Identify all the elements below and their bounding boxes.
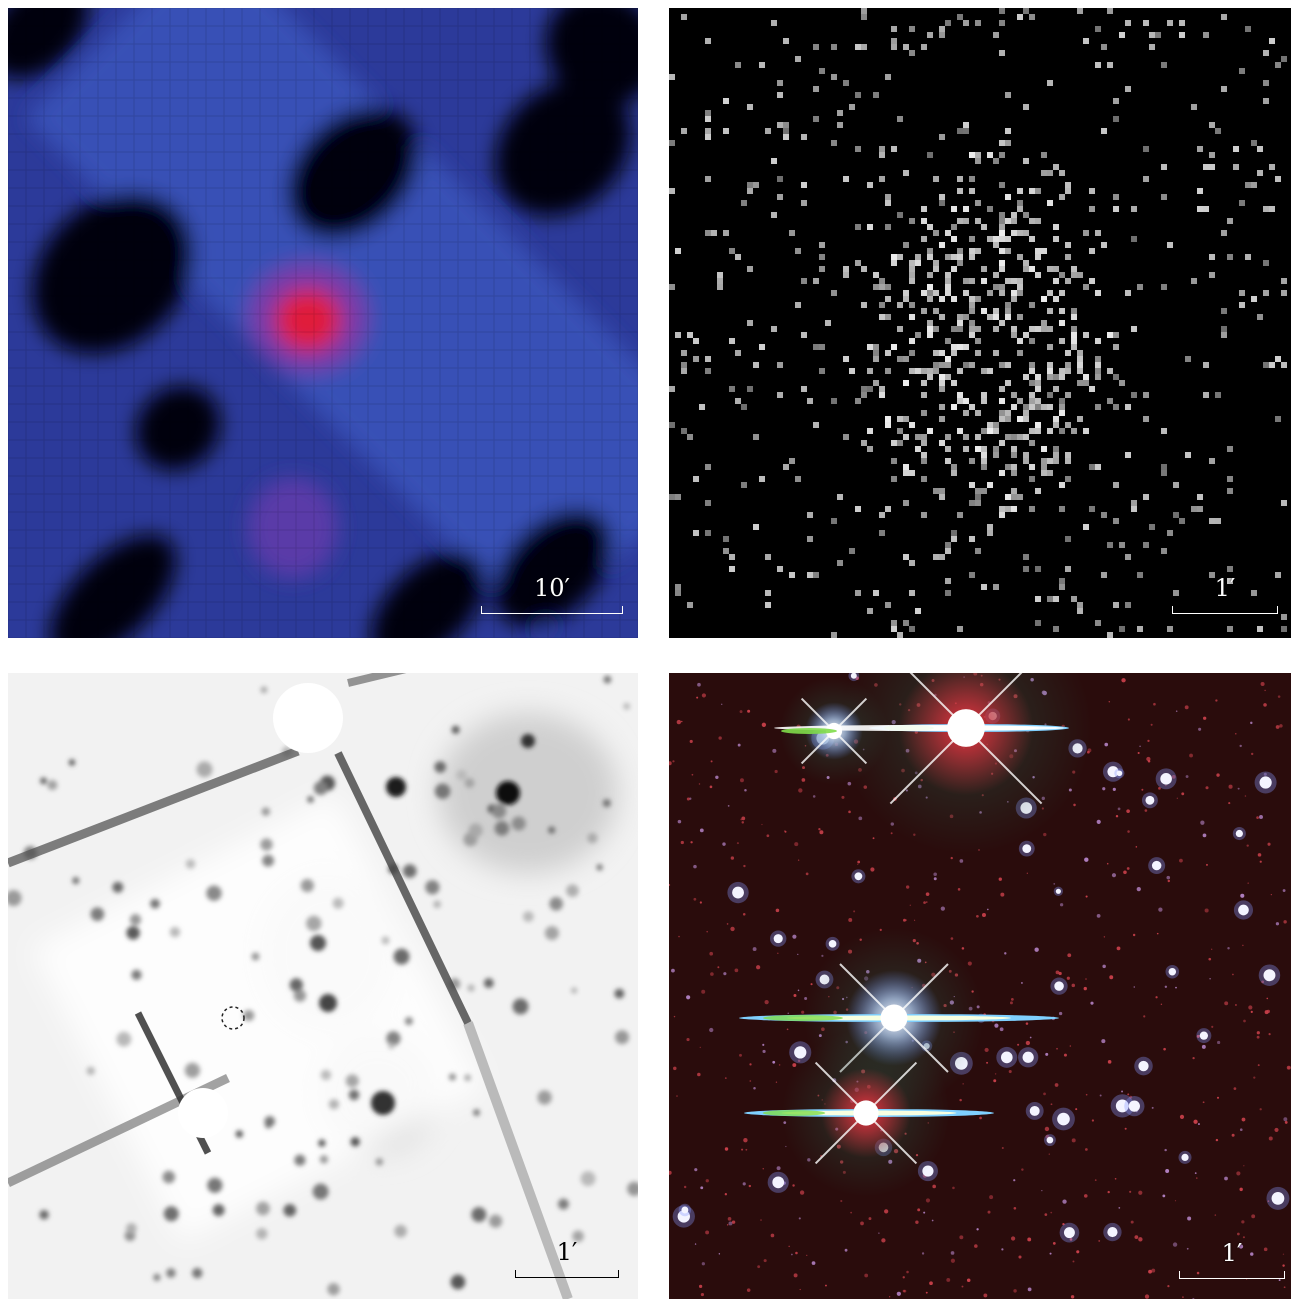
xray-count-map	[669, 8, 1291, 638]
panel-top-left-blue-map: 10′	[8, 8, 638, 638]
scale-bar-line	[481, 606, 623, 614]
scale-label: 1′	[1214, 574, 1236, 602]
scale-bar-1-arcmin: 1′	[515, 1238, 619, 1278]
scale-bar-1-arcmin: 1′	[1172, 574, 1278, 614]
scale-bar-1-arcmin: 1′	[1179, 1239, 1285, 1279]
scale-label: 1′	[1221, 1239, 1243, 1267]
panel-bottom-right-optical: 1′	[669, 673, 1291, 1299]
scale-label: 10′	[534, 574, 570, 602]
blue-pixel-map	[8, 8, 638, 638]
panel-top-right-xray-counts: 1′	[669, 8, 1291, 638]
panel-bottom-left-grayscale: 1′	[8, 673, 638, 1299]
grayscale-image	[8, 673, 638, 1299]
optical-star-field	[669, 673, 1291, 1299]
scale-bar-line	[1172, 606, 1278, 614]
scale-bar-10-arcmin: 10′	[481, 574, 623, 614]
scale-bar-line	[1179, 1271, 1285, 1279]
scale-bar-line	[515, 1270, 619, 1278]
scale-label: 1′	[556, 1238, 578, 1266]
